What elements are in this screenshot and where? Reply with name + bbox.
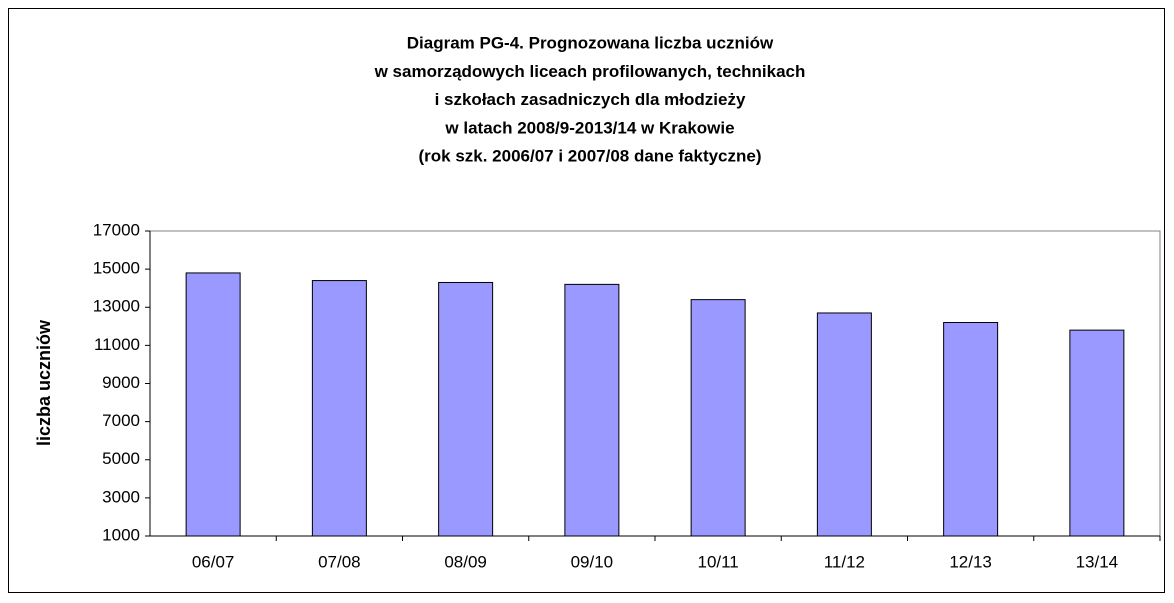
y-tick-label: 17000 <box>93 220 140 239</box>
y-tick-label: 9000 <box>102 373 140 392</box>
y-tick-label: 7000 <box>102 411 140 430</box>
x-tick-label: 09/10 <box>571 552 614 571</box>
bar <box>816 312 872 537</box>
bar <box>185 272 241 537</box>
y-tick-label: 5000 <box>102 449 140 468</box>
chart-title: (rok szk. 2006/07 i 2007/08 dane faktycz… <box>418 147 761 166</box>
y-tick-label: 3000 <box>102 487 140 506</box>
x-tick-label: 13/14 <box>1076 552 1119 571</box>
x-tick-label: 07/08 <box>318 552 361 571</box>
y-tick-label: 11000 <box>94 335 140 354</box>
chart-title: i szkołach zasadniczych dla młodzieży <box>435 90 746 109</box>
bar <box>564 283 620 537</box>
y-axis-label: liczba uczniów <box>34 319 54 446</box>
bar <box>438 281 494 537</box>
chart-title: w samorządowych liceach profilowanych, t… <box>374 62 806 81</box>
bar <box>943 322 999 537</box>
x-tick-label: 10/11 <box>697 552 738 571</box>
y-tick-label: 15000 <box>93 259 140 278</box>
bar <box>311 280 367 537</box>
bar <box>690 299 746 537</box>
x-tick-label: 08/09 <box>444 552 487 571</box>
y-tick-label: 1000 <box>102 525 140 544</box>
x-tick-label: 11/12 <box>824 552 865 571</box>
bar <box>1069 329 1125 537</box>
plot-area <box>149 230 1161 537</box>
chart-title: Diagram PG-4. Prognozowana liczba ucznió… <box>407 33 774 52</box>
x-tick-label: 12/13 <box>949 552 992 571</box>
x-tick-label: 06/07 <box>192 552 235 571</box>
y-tick-label: 13000 <box>93 297 140 316</box>
chart-title: w latach 2008/9-2013/14 w Krakowie <box>444 118 734 137</box>
